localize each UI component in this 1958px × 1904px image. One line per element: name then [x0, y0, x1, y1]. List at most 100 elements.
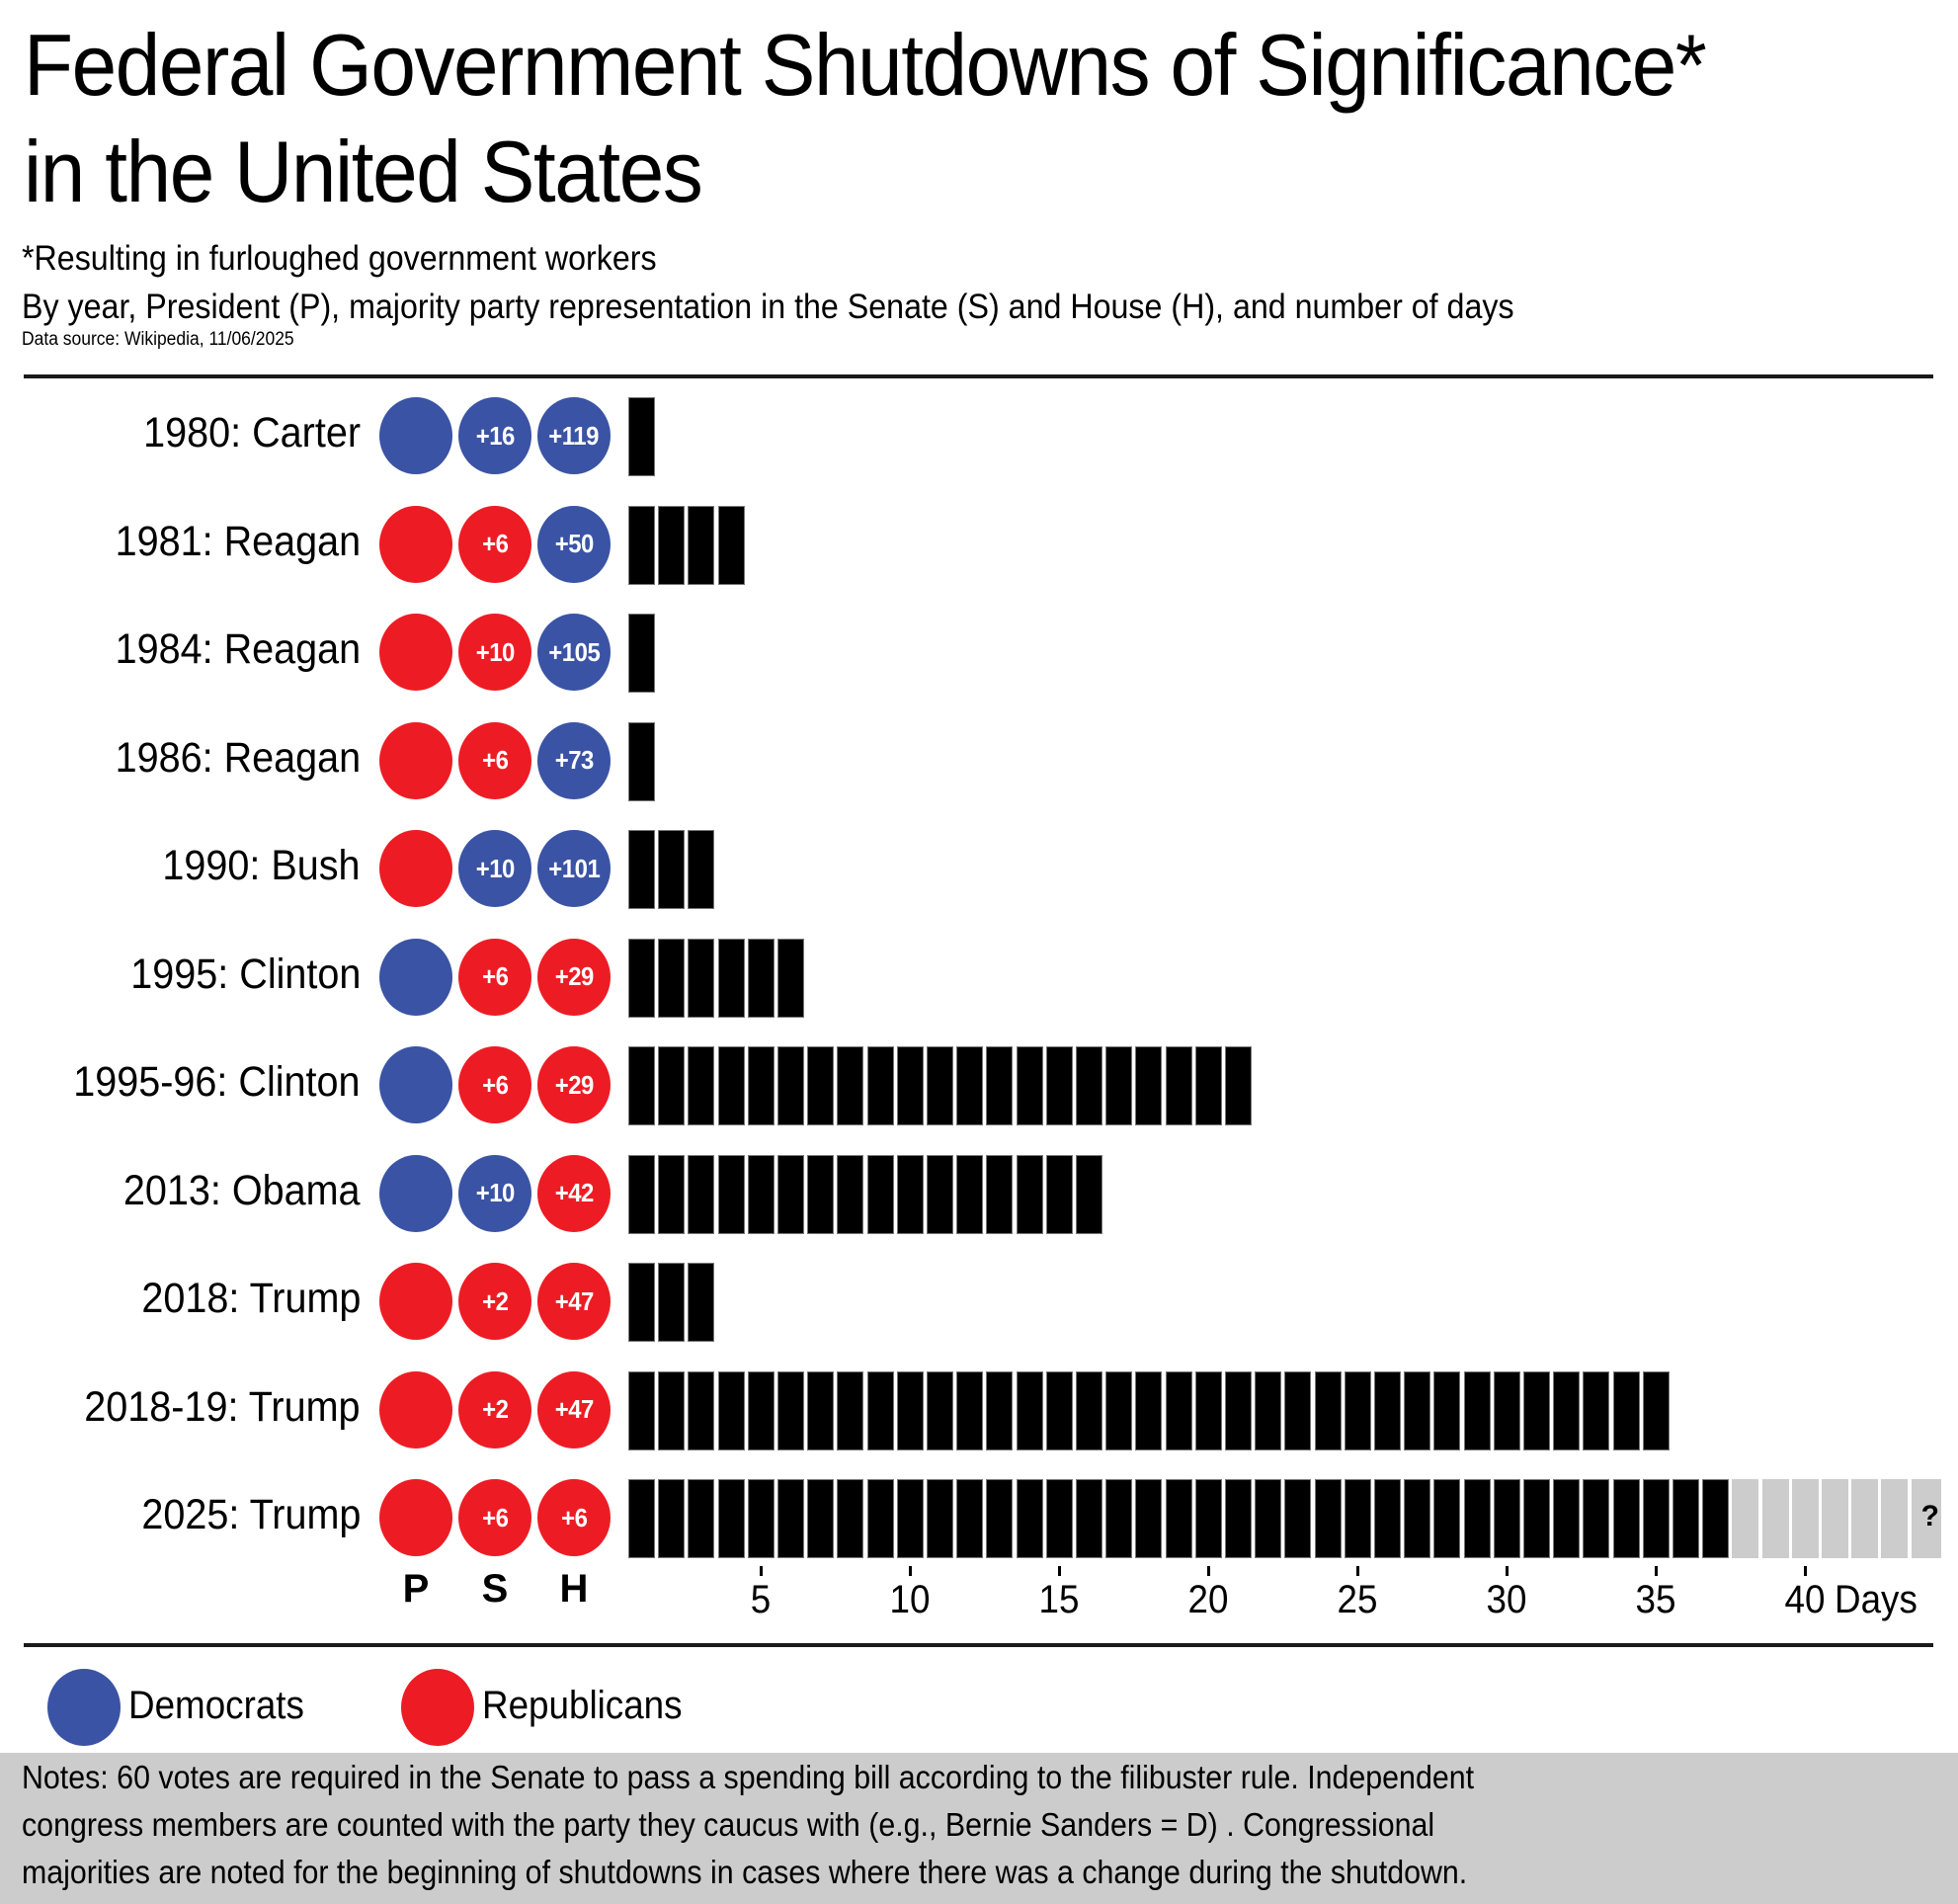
- notes-box: Notes: 60 votes are required in the Sena…: [0, 1753, 1958, 1904]
- chart-description: By year, President (P), majority party r…: [22, 288, 1514, 326]
- senate-majority-circle: +2: [458, 1263, 531, 1340]
- day-bar: [1612, 1479, 1640, 1558]
- day-bar: [1553, 1370, 1581, 1450]
- senate-majority-circle: +6: [458, 1046, 531, 1123]
- day-bar: [896, 1046, 924, 1125]
- row-label: 1986: Reagan: [115, 733, 361, 782]
- data-source: Data source: Wikipedia, 11/06/2025: [22, 329, 294, 350]
- day-bar: [1016, 1046, 1043, 1125]
- row-label: 2013: Obama: [123, 1166, 361, 1214]
- day-bar: [896, 1370, 924, 1450]
- senate-majority-circle: +10: [458, 830, 531, 907]
- president-party-circle: [379, 505, 452, 583]
- day-bar: [658, 830, 686, 909]
- day-bar: [628, 1154, 655, 1234]
- day-bar: [927, 1046, 953, 1125]
- day-bar: [1135, 1479, 1163, 1558]
- notes-line-2: congress members are counted with the pa…: [22, 1806, 1435, 1843]
- day-bar: [658, 1370, 686, 1450]
- row-label: 1990: Bush: [162, 842, 361, 889]
- day-bar: [1523, 1479, 1550, 1558]
- senate-majority-circle: +10: [458, 614, 531, 691]
- day-bar: [1076, 1046, 1102, 1125]
- row-label: 1995-96: Clinton: [73, 1058, 361, 1106]
- day-bar: [1493, 1370, 1520, 1450]
- x-axis-tick: [1206, 1566, 1210, 1576]
- pending-day-bar: [1881, 1479, 1909, 1558]
- x-axis-unit-label: Days: [1835, 1578, 1918, 1621]
- day-bar: [628, 830, 655, 909]
- president-party-circle: [379, 1046, 452, 1123]
- day-bar: [628, 1263, 655, 1342]
- senate-majority-circle: +6: [458, 1479, 531, 1556]
- house-margin-label: +73: [554, 745, 594, 775]
- day-bar: [956, 1154, 984, 1234]
- legend-republican-dot: [401, 1669, 474, 1746]
- day-bar: [1105, 1370, 1133, 1450]
- senate-margin-label: +6: [481, 1069, 509, 1100]
- day-bar: [956, 1370, 984, 1450]
- house-majority-circle: +105: [537, 614, 611, 691]
- day-bar: [777, 1046, 804, 1125]
- day-bar: [1374, 1370, 1401, 1450]
- president-party-circle: [379, 1263, 452, 1340]
- day-bar: [628, 1046, 655, 1125]
- x-axis-tick-label: 10: [889, 1578, 931, 1621]
- day-bar: [1194, 1479, 1222, 1558]
- house-majority-circle: +47: [537, 1370, 611, 1449]
- day-bar: [1404, 1479, 1431, 1558]
- day-bar: [1672, 1479, 1699, 1558]
- president-party-circle: [379, 830, 452, 907]
- house-margin-label: +47: [554, 1394, 594, 1424]
- pending-day-bar: [1851, 1479, 1879, 1558]
- row-label: 2018-19: Trump: [84, 1382, 361, 1431]
- day-bar: [658, 1046, 686, 1125]
- day-bar: [1284, 1479, 1312, 1558]
- row-label: 1995: Clinton: [129, 950, 361, 998]
- house-margin-label: +50: [554, 529, 594, 558]
- day-bar: [628, 397, 655, 476]
- president-party-circle: [379, 614, 452, 691]
- x-axis-tick: [1654, 1566, 1658, 1576]
- day-bar: [1135, 1370, 1163, 1450]
- day-bar: [1463, 1479, 1491, 1558]
- ongoing-question-mark: ?: [1920, 1500, 1939, 1532]
- legend-democrat-label: Democrats: [128, 1684, 304, 1727]
- x-axis-tick-label: 25: [1337, 1578, 1378, 1621]
- day-bar: [1344, 1370, 1371, 1450]
- day-bar: [688, 505, 715, 585]
- x-axis-tick: [1505, 1566, 1509, 1576]
- day-bar: [986, 1479, 1014, 1558]
- day-bar: [717, 1479, 745, 1558]
- day-bar: [628, 721, 655, 801]
- house-majority-circle: +50: [537, 505, 611, 583]
- house-majority-circle: +6: [537, 1479, 611, 1556]
- top-divider: [24, 374, 1933, 378]
- day-bar: [688, 1263, 715, 1342]
- president-party-circle: [379, 397, 452, 474]
- day-bar: [1076, 1479, 1102, 1558]
- day-bar: [747, 1370, 775, 1450]
- x-axis-tick-label: 40: [1784, 1578, 1826, 1621]
- pending-day-bar: [1822, 1479, 1848, 1558]
- day-bar: [1523, 1370, 1550, 1450]
- day-bar: [866, 1479, 894, 1558]
- day-bar: [628, 938, 655, 1018]
- day-bar: [628, 1370, 655, 1450]
- president-party-circle: [379, 721, 452, 799]
- day-bar: [1433, 1370, 1461, 1450]
- day-bar: [688, 1479, 715, 1558]
- senate-margin-label: +6: [481, 529, 509, 558]
- x-axis-tick-label: 35: [1635, 1578, 1676, 1621]
- day-bar: [866, 1154, 894, 1234]
- senate-majority-circle: +6: [458, 938, 531, 1016]
- day-bar: [1344, 1479, 1371, 1558]
- day-bar: [1076, 1370, 1102, 1450]
- senate-margin-label: +10: [475, 1178, 515, 1207]
- senate-margin-label: +10: [475, 853, 515, 883]
- day-bar: [1642, 1479, 1670, 1558]
- day-bar: [1374, 1479, 1401, 1558]
- row-label: 1981: Reagan: [115, 517, 361, 565]
- row-label: 1980: Carter: [143, 409, 361, 456]
- day-bar: [896, 1154, 924, 1234]
